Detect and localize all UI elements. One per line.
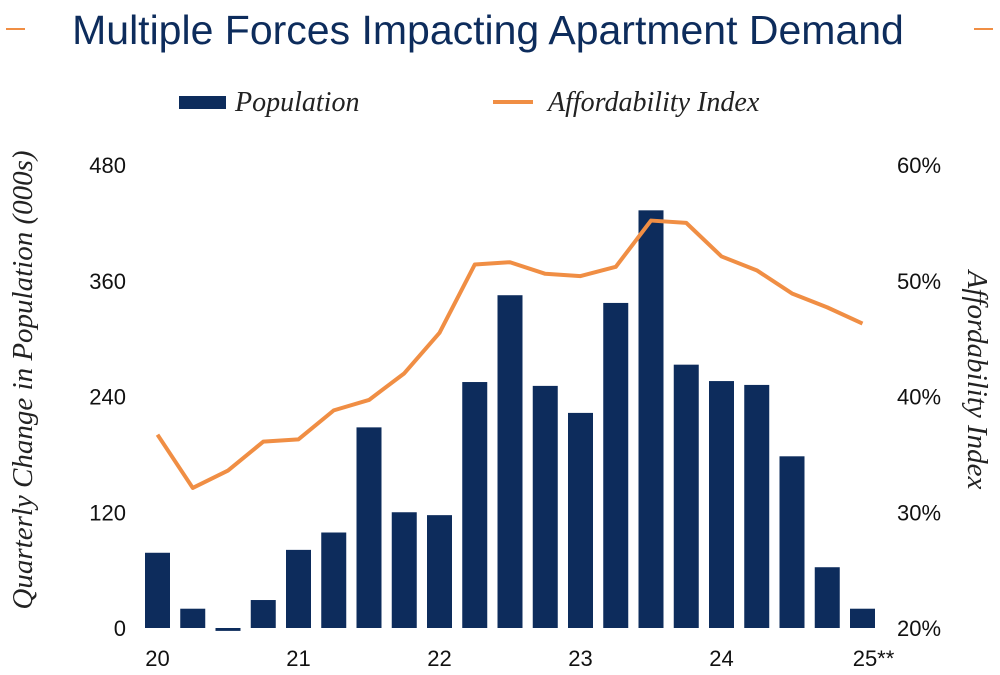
- population-bars: [145, 210, 875, 631]
- population-bar: [744, 384, 770, 628]
- population-bar: [286, 549, 311, 628]
- population-bar: [391, 512, 417, 628]
- legend-label-population: Population: [234, 87, 359, 118]
- population-bar: [215, 628, 241, 631]
- y-tick-label: 360: [89, 269, 126, 294]
- population-bar: [638, 210, 664, 628]
- legend: Population Affordability Index: [179, 87, 760, 118]
- x-tick-label: 25**: [853, 646, 895, 671]
- y-axis-title: Quarterly Change in Population (000s): [7, 150, 39, 609]
- y2-tick-label: 20%: [897, 616, 941, 641]
- population-bar: [568, 412, 593, 628]
- legend-swatch-population: [179, 96, 226, 109]
- y-tick-label: 240: [89, 385, 126, 410]
- y2-tick-label: 50%: [897, 269, 941, 294]
- population-bar: [850, 608, 875, 628]
- population-bar: [673, 364, 699, 628]
- y2-tick-label: 60%: [897, 153, 941, 178]
- population-bar: [250, 600, 276, 628]
- y-tick-label: 120: [89, 500, 126, 525]
- y-tick-label: 480: [89, 153, 126, 178]
- y2-axis-title: Affordability Index: [961, 269, 993, 490]
- population-bar: [356, 427, 382, 628]
- population-bar: [603, 302, 629, 628]
- population-bar: [497, 295, 523, 628]
- x-tick-label: 22: [427, 646, 451, 671]
- population-bar: [462, 382, 488, 628]
- y-tick-label: 0: [114, 616, 126, 641]
- chart-title: Multiple Forces Impacting Apartment Dema…: [72, 7, 904, 53]
- population-bar: [321, 532, 347, 628]
- y-axis-ticks: 0 120 240 360 480: [89, 153, 126, 641]
- affordability-line-layer: [155, 218, 864, 490]
- y2-tick-label: 40%: [897, 385, 941, 410]
- x-tick-label: 20: [145, 646, 169, 671]
- population-bar: [180, 608, 206, 628]
- population-bar: [427, 515, 452, 628]
- population-bar: [532, 385, 558, 628]
- x-tick-label: 23: [568, 646, 592, 671]
- x-tick-label: 21: [286, 646, 310, 671]
- population-bar: [779, 456, 805, 628]
- population-bar: [814, 567, 840, 628]
- legend-label-affordability: Affordability Index: [546, 87, 760, 118]
- x-axis-ticks: 20 21 22 23 24 25**: [145, 646, 894, 671]
- x-tick-label: 24: [709, 646, 733, 671]
- population-bar: [145, 552, 170, 628]
- y2-axis-ticks: 20% 30% 40% 50% 60%: [897, 153, 941, 641]
- y2-tick-label: 30%: [897, 500, 941, 525]
- population-bar: [709, 381, 734, 628]
